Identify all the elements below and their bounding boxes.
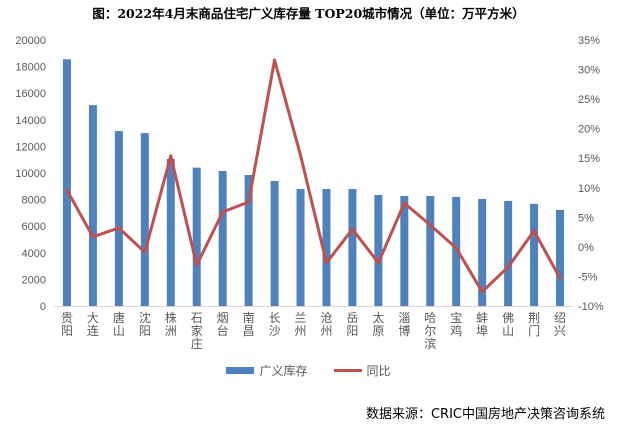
y-left-tick-label: 8000 (22, 195, 46, 207)
bar (140, 133, 149, 306)
bar (504, 200, 513, 306)
line-point (324, 261, 328, 265)
x-tick-label: 兰州 (295, 311, 307, 338)
y-right-tick-label: -5% (578, 271, 598, 283)
line-point (221, 210, 225, 214)
line-point (558, 276, 562, 280)
y-left-tick-label: 4000 (22, 248, 46, 260)
line-point (247, 200, 251, 204)
y-right-tick-label: 25% (578, 94, 600, 106)
line-point (506, 265, 510, 269)
y-left-tick-label: 18000 (15, 62, 46, 74)
line-point (299, 153, 303, 157)
x-tick-label: 淄博 (398, 311, 410, 338)
bar (218, 171, 227, 306)
x-tick-label: 长沙 (269, 311, 281, 338)
x-tick-label: 岳阳 (346, 311, 358, 338)
line-point (273, 58, 277, 62)
x-tick-label: 贵阳 (61, 311, 73, 338)
x-tick-label: 绍兴 (554, 311, 566, 338)
bar (374, 194, 383, 306)
bar (426, 196, 435, 306)
line-point (402, 201, 406, 205)
y-left-tick-label: 10000 (15, 168, 46, 180)
bar (166, 159, 175, 306)
x-tick-label: 哈尔滨 (424, 311, 436, 351)
x-tick-label: 蚌埠 (476, 311, 488, 338)
line-point (65, 188, 69, 192)
y-right-tick-label: 5% (578, 212, 594, 224)
line-point (195, 263, 199, 267)
bar (348, 188, 357, 306)
legend: 广义库存 同比 (0, 362, 617, 379)
x-tick-label: 唐山 (113, 310, 125, 338)
line-point (169, 154, 173, 158)
legend-label-line: 同比 (366, 364, 391, 378)
line-point (350, 227, 354, 231)
bar (192, 167, 201, 306)
legend-item-line: 同比 (333, 362, 391, 379)
bar (270, 180, 279, 306)
bar (296, 188, 305, 306)
y-right-tick-label: 30% (578, 65, 600, 77)
line-point (454, 246, 458, 250)
legend-item-bar: 广义库存 (226, 362, 308, 379)
x-tick-label: 宝鸡 (450, 311, 462, 338)
y-right-tick-label: -10% (578, 301, 604, 313)
x-tick-label: 沧州 (320, 310, 332, 338)
x-tick-label: 沈阳 (139, 310, 151, 338)
y-right-tick-label: 0% (578, 242, 594, 254)
line-point (91, 235, 95, 239)
y-left-tick-label: 0 (40, 301, 46, 313)
bar (530, 203, 539, 306)
line-point (117, 226, 121, 230)
legend-swatch-bar (226, 367, 255, 374)
y-left-tick-label: 12000 (15, 141, 46, 153)
source-note: 数据来源：CRIC中国房地产决策咨询系统 (365, 407, 605, 422)
bar (452, 196, 461, 306)
legend-label-bar: 广义库存 (259, 364, 308, 378)
chart-title: 图：2022年4月末商品住宅广义库存量 TOP20城市情况（单位：万平方米） (92, 6, 525, 21)
x-tick-label: 石家庄 (191, 311, 203, 351)
bar (62, 59, 71, 306)
line-point (532, 229, 536, 233)
x-tick-label: 太原 (372, 310, 384, 338)
legend-swatch-line (333, 369, 362, 372)
x-tick-label: 大连 (87, 311, 99, 338)
y-left-tick-label: 14000 (15, 115, 46, 127)
bar (244, 174, 253, 306)
line-point (480, 290, 484, 294)
x-tick-label: 荆门 (528, 311, 540, 338)
bar (114, 131, 123, 306)
plot-area: 0 2000 4000 6000 8000 10000 12000 14000 16000 180… (15, 35, 604, 351)
x-tick-label: 株洲 (165, 310, 177, 338)
line-point (143, 250, 147, 254)
y-left-tick-label: 2000 (22, 274, 46, 286)
bar (400, 196, 409, 306)
bar (88, 105, 97, 306)
x-tick-label: 烟台 (217, 311, 229, 338)
y-left-tick-label: 16000 (15, 88, 46, 100)
y-left-tick-label: 6000 (22, 221, 46, 233)
x-tick-label: 佛山 (502, 311, 514, 338)
bar (322, 188, 331, 306)
y-left-tick-label: 20000 (15, 35, 46, 47)
bar (478, 198, 487, 306)
line-point (428, 223, 432, 227)
y-right-tick-label: 10% (578, 183, 600, 195)
line-point (376, 261, 380, 265)
line-series (65, 58, 562, 294)
x-tick-label: 南昌 (243, 310, 255, 338)
bar (556, 209, 565, 306)
y-right-tick-label: 35% (578, 35, 600, 47)
y-right-tick-label: 15% (578, 153, 600, 165)
y-right-tick-label: 20% (578, 124, 600, 136)
